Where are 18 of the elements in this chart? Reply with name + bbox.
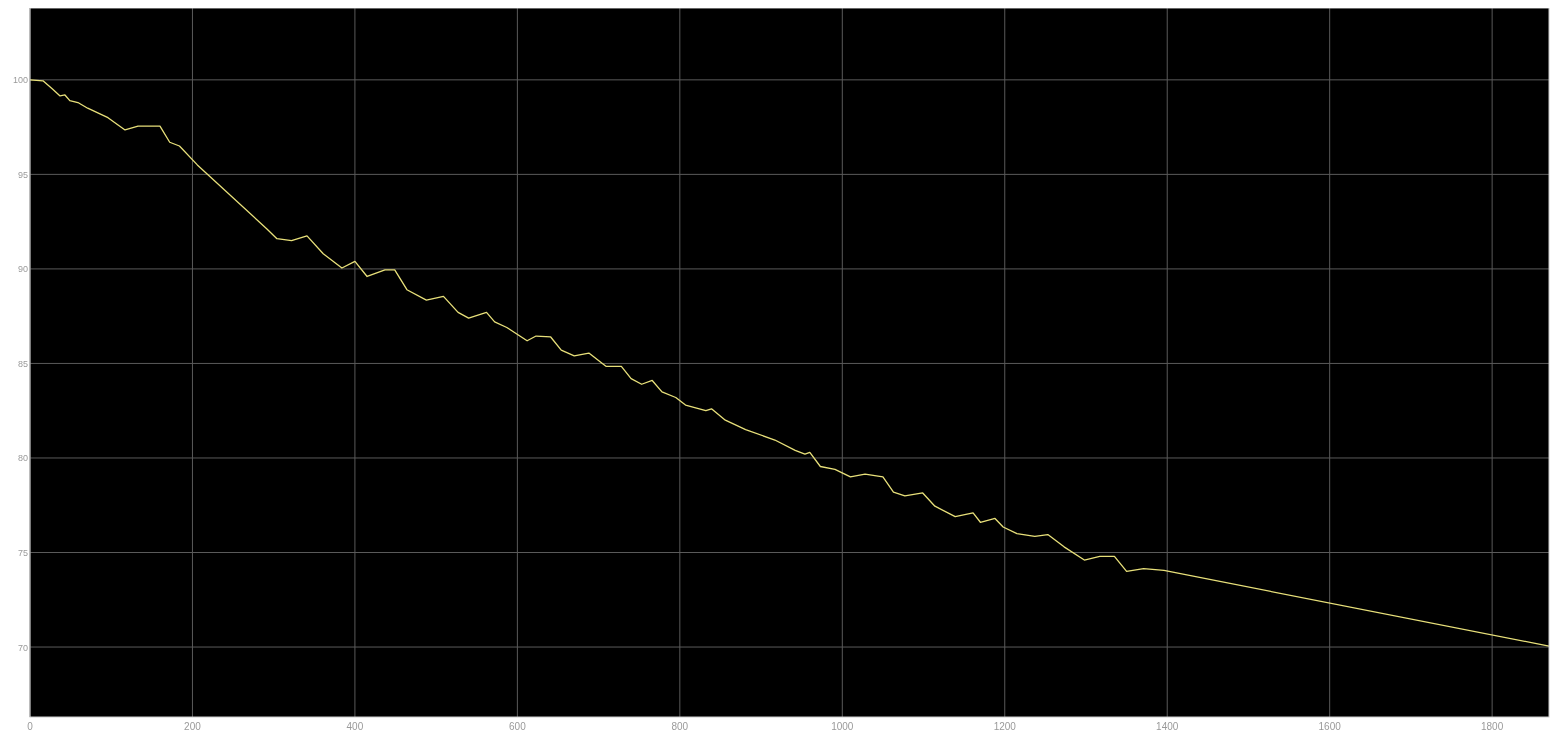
x-tick-label: 1200: [993, 721, 1017, 732]
x-tick-label: 1400: [1156, 721, 1179, 732]
y-tick-label: 85: [17, 358, 28, 369]
y-tick-label: 70: [17, 642, 28, 653]
y-tick-label: 100: [12, 75, 28, 86]
line-series: [29, 79, 1550, 647]
x-tick-label: 600: [509, 721, 527, 732]
y-tick-label: 90: [17, 264, 28, 275]
x-tick-label: 800: [671, 721, 689, 732]
x-tick-label: 1800: [1481, 721, 1504, 732]
x-tick-label: 0: [27, 721, 34, 732]
x-tick-label: 400: [346, 721, 364, 732]
x-tick-label: 200: [184, 721, 202, 732]
y-tick-label: 80: [17, 453, 28, 464]
y-tick-label: 75: [17, 548, 28, 559]
x-tick-label: 1000: [831, 721, 854, 732]
x-tick-label: 1600: [1318, 721, 1342, 732]
y-tick-label: 95: [17, 169, 28, 180]
